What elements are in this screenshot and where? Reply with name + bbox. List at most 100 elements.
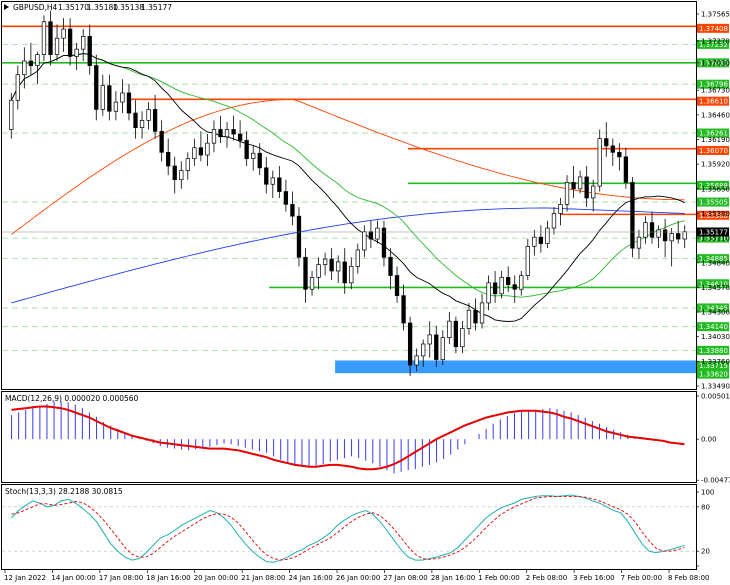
macd-series: 0.005015 0.00 -0.004774 xyxy=(11,393,730,485)
price-tick-label: 1.37030 xyxy=(701,59,730,67)
macd-title: MACD(12,26,9) 0.000020 0.000560 xyxy=(5,394,139,403)
candle-body xyxy=(61,28,66,39)
time-tick-label: 20 Jan 00:00 xyxy=(194,574,238,582)
candle-body xyxy=(192,147,197,160)
price-pane xyxy=(1,1,697,390)
price-tick-label: 1.37565 xyxy=(701,11,730,19)
stoch-pane xyxy=(1,484,697,570)
price-tick-label: 1.35920 xyxy=(701,161,730,169)
time-tick-label: 17 Jan 08:00 xyxy=(99,574,143,582)
candle-body xyxy=(623,156,629,183)
level-tag-label: 1.33880 xyxy=(699,347,728,355)
time-tick-label: 26 Jan 00:00 xyxy=(336,574,380,582)
candle-body xyxy=(94,65,99,110)
candle-body xyxy=(669,233,674,242)
price-tick-label: 1.36730 xyxy=(701,87,730,95)
ma-red-line xyxy=(11,98,685,235)
level-tag-label: 1.33620 xyxy=(699,371,728,379)
symbol-label: GBPUSD,H4 xyxy=(13,3,58,12)
candle-body xyxy=(283,191,289,205)
candle-body xyxy=(9,99,14,130)
candle-body xyxy=(146,109,151,121)
candle-body xyxy=(486,282,491,304)
level-tag-label: 1.35505 xyxy=(699,199,728,207)
candle-body xyxy=(355,249,360,267)
level-tag-label: 1.37232 xyxy=(699,41,728,49)
macd-signal-line xyxy=(11,405,685,471)
time-tick-label: 1 Feb 00:00 xyxy=(478,574,519,582)
candle-body xyxy=(22,60,27,76)
macd-tick-label: 0.00 xyxy=(701,436,717,444)
candle-body xyxy=(577,176,583,190)
candle-body xyxy=(244,140,249,160)
level-tag-label: 1.34610 xyxy=(699,280,728,288)
level-tag xyxy=(697,197,729,207)
macd-tick-label: -0.004774 xyxy=(701,477,730,485)
price-tick-label: 1.34300 xyxy=(701,309,730,317)
candle-body xyxy=(67,28,73,57)
level-tag-label: 1.37030 xyxy=(699,59,728,67)
candle-body xyxy=(237,133,243,141)
level-tag-label: 1.35688 xyxy=(699,182,728,190)
candle-body xyxy=(166,151,171,167)
candle-body xyxy=(179,170,184,181)
candle-body xyxy=(421,343,426,357)
price-tick-label: 1.35110 xyxy=(701,235,730,243)
macd-tick-label: 0.005015 xyxy=(701,393,730,401)
price-tick-label: 1.37270 xyxy=(701,37,730,45)
time-tick-label: 3 Feb 16:00 xyxy=(573,574,614,582)
candle-body xyxy=(139,120,145,129)
candle-body xyxy=(120,92,125,103)
price-tick-label: 1.36190 xyxy=(701,136,730,144)
candle-body xyxy=(368,231,374,240)
candle-body xyxy=(107,85,112,112)
candle-body xyxy=(270,177,275,185)
time-tick-label: 24 Jan 16:00 xyxy=(289,574,333,582)
current-price-tag xyxy=(697,227,729,237)
candle-body xyxy=(525,245,530,276)
collapse-triangle-icon[interactable] xyxy=(4,4,9,10)
candle-body xyxy=(375,227,380,240)
level-labels: 1.37408 1.37232 1.37030 1.36796 1.36610 1.362… xyxy=(2,23,729,379)
candle-body xyxy=(231,129,236,135)
high-value: 1.35180 xyxy=(87,3,118,12)
level-tag xyxy=(697,233,729,243)
candle-body xyxy=(440,337,445,360)
stoch-tick-label: 80 xyxy=(701,503,710,511)
price-tick-label: 1.33490 xyxy=(701,383,730,391)
candle-body xyxy=(303,256,308,290)
candle-body xyxy=(682,231,687,240)
stoch-tick-label: 20 xyxy=(701,548,710,556)
level-tag-label: 1.34885 xyxy=(699,255,728,263)
candle-body xyxy=(87,36,92,66)
candle-body xyxy=(538,236,544,244)
close-value: 1.35177 xyxy=(141,3,172,12)
level-tag xyxy=(697,58,729,68)
level-tag-label: 1.34140 xyxy=(699,323,728,331)
candle-body xyxy=(211,129,217,144)
ma-black-line xyxy=(10,53,685,322)
level-tag xyxy=(697,79,729,89)
candle-body xyxy=(584,176,589,199)
chart-header: GBPUSD,H4 1.35170 1.35180 1.35138 1.3517… xyxy=(4,3,172,12)
candle-body xyxy=(512,284,517,290)
candle-body xyxy=(381,227,387,258)
time-tick-label: 2 Feb 08:00 xyxy=(526,574,567,582)
candle-body xyxy=(545,227,550,244)
candle-body xyxy=(649,222,655,238)
price-candles xyxy=(9,10,687,376)
time-tick-label: 8 Feb 08:00 xyxy=(668,574,709,582)
candle-body xyxy=(336,261,341,272)
time-tick-label: 28 Jan 16:00 xyxy=(431,574,475,582)
candle-body xyxy=(662,229,668,242)
candle-body xyxy=(126,92,132,114)
stoch-series: 100 80 20 xyxy=(2,489,714,567)
level-tag xyxy=(697,345,729,355)
time-axis: 12 Jan 2022 14 Jan 00:00 17 Jan 08:00 18 Ja… xyxy=(4,569,709,582)
price-tick-label: 1.35650 xyxy=(701,185,730,193)
time-tick-label: 12 Jan 2022 xyxy=(4,574,46,582)
level-tag-label: 1.33715 xyxy=(699,362,728,370)
candle-body xyxy=(185,158,190,171)
level-tag xyxy=(697,128,729,138)
